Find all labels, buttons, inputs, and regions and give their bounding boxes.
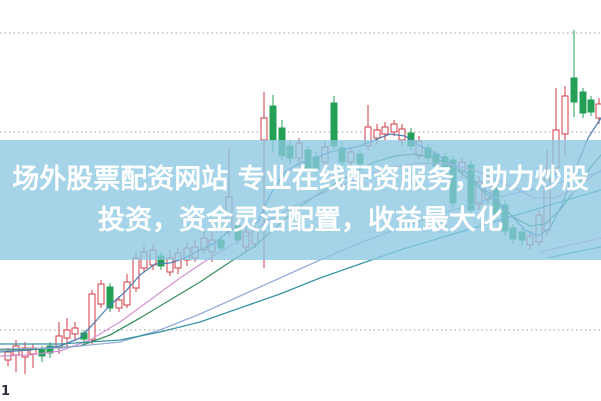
candle-up xyxy=(115,299,123,309)
candle-up xyxy=(398,128,406,141)
candle-up xyxy=(260,117,268,141)
candle-up xyxy=(123,281,131,306)
candle-down xyxy=(106,286,114,309)
candle-down xyxy=(46,345,54,354)
candle-up xyxy=(373,129,381,139)
candle-up xyxy=(132,257,140,289)
candle-up xyxy=(390,123,398,133)
candle-up xyxy=(71,327,79,335)
candle-up xyxy=(97,283,105,305)
candle-down xyxy=(579,91,587,114)
promo-overlay: 场外股票配资网站 专业在线配资服务，助力炒股 投资，资金灵活配置，收益最大化 xyxy=(0,140,601,260)
candle-up xyxy=(88,293,96,341)
promo-headline-line2: 投资，资金灵活配置，收益最大化 xyxy=(98,205,503,236)
candle-up xyxy=(166,257,174,273)
candle-up xyxy=(561,95,569,135)
candle-up xyxy=(595,103,601,119)
promo-headline-line1: 场外股票配资网站 专业在线配资服务，助力炒股 xyxy=(12,164,589,195)
corner-watermark: 1 xyxy=(1,384,11,399)
candle-up xyxy=(63,329,71,339)
candle-down xyxy=(587,99,595,113)
candle-down xyxy=(269,105,277,141)
candle-down xyxy=(570,77,578,103)
candle-up xyxy=(381,126,389,135)
